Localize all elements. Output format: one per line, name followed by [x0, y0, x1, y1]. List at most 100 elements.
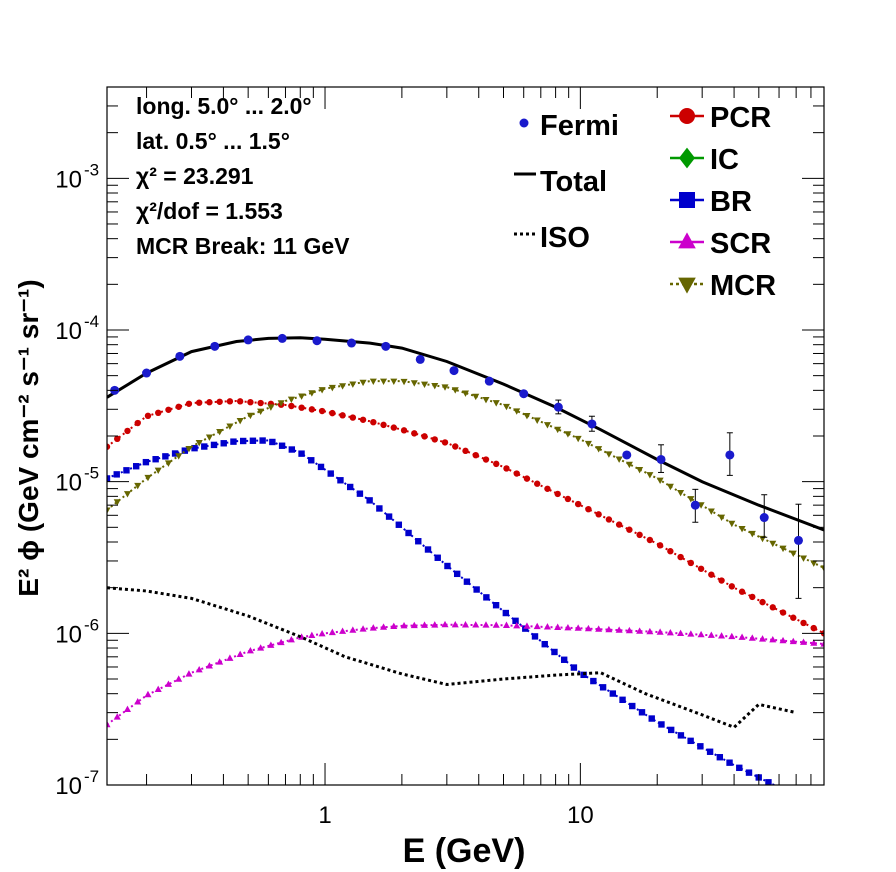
scr-marker	[257, 644, 265, 651]
br-marker	[424, 546, 432, 553]
scr-marker	[359, 625, 367, 632]
br-marker	[434, 554, 441, 561]
legend-label-br: BR	[710, 186, 752, 218]
mcr-marker	[523, 412, 531, 420]
fermi-point	[347, 338, 357, 348]
scr-marker	[441, 620, 449, 628]
scr-marker	[205, 662, 213, 669]
mcr-marker	[277, 400, 285, 407]
br-marker	[492, 602, 500, 609]
br-marker	[736, 764, 743, 772]
scr-marker	[277, 638, 285, 646]
br-marker	[667, 726, 675, 734]
br-marker	[278, 442, 286, 449]
pcr-marker	[503, 465, 510, 472]
pcr-marker	[687, 559, 695, 567]
legend-label-ic: IC	[710, 144, 739, 176]
br-marker	[162, 453, 169, 460]
series-br	[107, 437, 777, 785]
mcr-marker	[646, 472, 654, 479]
br-marker	[444, 562, 451, 570]
br-marker	[687, 737, 694, 745]
scr-marker	[636, 627, 644, 634]
mcr-marker	[677, 489, 685, 497]
pcr-marker	[513, 470, 520, 477]
br-marker	[123, 467, 130, 474]
y-tick-exponent: -6	[84, 615, 99, 634]
pcr-marker	[421, 433, 428, 440]
pcr-marker	[329, 409, 336, 417]
mcr-marker	[564, 431, 572, 438]
mcr-marker	[533, 417, 541, 424]
mcr-marker	[779, 545, 787, 553]
axis-ticks	[107, 86, 825, 786]
br-marker	[405, 529, 412, 537]
br-marker	[181, 447, 189, 454]
mcr-marker	[236, 417, 244, 425]
pcr-marker	[226, 398, 234, 405]
info-line: lat. 0.5° ... 1.5°	[136, 128, 290, 154]
br-marker	[249, 437, 257, 444]
mcr-marker	[810, 560, 818, 567]
mcr-marker	[339, 383, 347, 390]
pcr-marker	[124, 427, 131, 435]
fermi-point	[587, 419, 597, 429]
y-tick-exponent: -3	[84, 160, 99, 179]
mcr-marker	[410, 380, 418, 387]
scr-marker	[267, 641, 275, 648]
mcr-marker	[707, 508, 715, 515]
mcr-marker	[431, 382, 439, 390]
br-marker	[415, 538, 422, 545]
pcr-marker	[749, 593, 756, 601]
br-marker	[317, 463, 325, 471]
mcr-marker	[318, 387, 326, 394]
scr-marker	[513, 621, 521, 629]
mcr-marker	[666, 483, 674, 491]
pcr-marker	[155, 409, 162, 417]
fermi-points	[110, 333, 803, 599]
br-marker	[473, 586, 480, 593]
pcr-marker	[370, 418, 377, 426]
pcr-marker	[677, 553, 684, 561]
fermi-point	[484, 376, 494, 386]
scr-marker	[216, 658, 224, 665]
pcr-marker	[718, 577, 725, 584]
br-marker	[152, 456, 159, 463]
scr-marker	[134, 698, 142, 705]
br-marker	[629, 702, 636, 710]
mcr-marker	[359, 379, 367, 387]
mcr-marker	[287, 396, 295, 404]
mcr-marker	[380, 378, 388, 385]
pcr-marker	[738, 588, 746, 595]
mcr-marker	[728, 520, 736, 528]
legend-pcr-marker	[679, 108, 695, 124]
scr-marker	[646, 627, 654, 635]
br-marker	[648, 715, 655, 722]
br-marker	[201, 443, 208, 450]
br-marker	[337, 477, 344, 484]
scr-marker	[615, 626, 623, 633]
pcr-marker	[247, 398, 254, 406]
scr-marker	[543, 623, 551, 630]
mcr-marker	[472, 393, 480, 401]
legend-label-pcr: PCR	[710, 102, 771, 134]
mcr-marker	[113, 499, 121, 506]
br-marker	[366, 497, 373, 504]
pcr-marker	[165, 406, 172, 413]
mcr-marker	[461, 390, 470, 397]
mcr-marker	[144, 474, 152, 482]
scr-marker	[759, 635, 767, 642]
mcr-marker	[718, 514, 726, 522]
scr-marker	[789, 637, 797, 645]
br-marker	[638, 709, 646, 716]
fermi-point	[759, 513, 769, 523]
br-marker	[239, 437, 247, 445]
br-marker	[356, 490, 364, 497]
scr-marker	[185, 670, 193, 677]
mcr-marker	[605, 451, 613, 458]
scr-marker	[595, 625, 603, 632]
scr-marker	[421, 621, 429, 628]
pcr-marker	[646, 536, 654, 544]
pcr-marker	[595, 511, 602, 518]
pcr-marker	[175, 403, 182, 410]
